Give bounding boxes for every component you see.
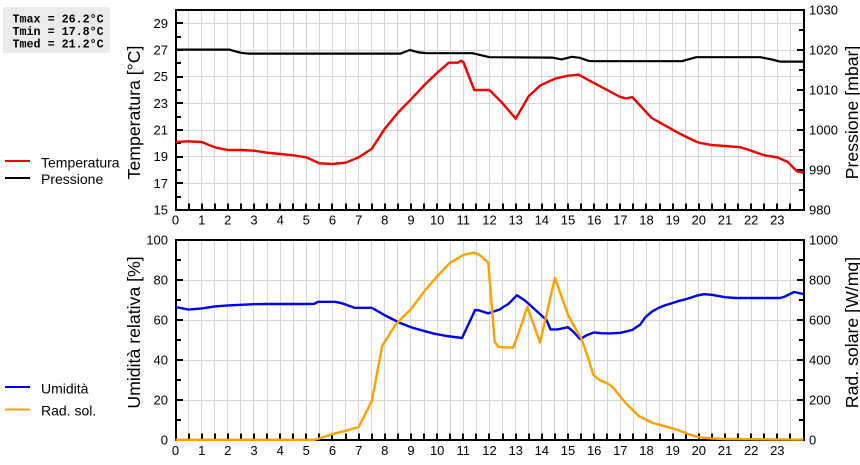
svg-text:21: 21 [718, 213, 732, 228]
svg-text:16: 16 [587, 213, 601, 228]
svg-text:16: 16 [587, 443, 601, 458]
svg-text:20: 20 [692, 213, 706, 228]
svg-text:800: 800 [809, 273, 831, 288]
svg-text:60: 60 [154, 313, 168, 328]
svg-text:12: 12 [482, 443, 496, 458]
svg-text:0: 0 [809, 433, 816, 448]
svg-text:6: 6 [329, 443, 336, 458]
svg-text:0: 0 [172, 213, 179, 228]
svg-text:17: 17 [613, 443, 627, 458]
svg-text:Tmin = 17.8°C: Tmin = 17.8°C [13, 25, 104, 39]
svg-text:980: 980 [809, 203, 831, 218]
svg-text:17: 17 [613, 213, 627, 228]
svg-text:2: 2 [224, 213, 231, 228]
svg-text:7: 7 [355, 443, 362, 458]
svg-text:23: 23 [770, 443, 784, 458]
svg-text:3: 3 [250, 443, 257, 458]
svg-text:1020: 1020 [809, 43, 838, 58]
svg-text:4: 4 [277, 213, 284, 228]
svg-text:1000: 1000 [809, 233, 838, 248]
svg-text:80: 80 [154, 273, 168, 288]
svg-text:15: 15 [154, 203, 168, 218]
svg-text:21: 21 [154, 123, 168, 138]
svg-text:600: 600 [809, 313, 831, 328]
svg-text:0: 0 [172, 443, 179, 458]
svg-text:22: 22 [744, 213, 758, 228]
svg-text:2: 2 [224, 443, 231, 458]
svg-text:21: 21 [718, 443, 732, 458]
svg-text:Umidità: Umidità [41, 381, 89, 397]
svg-text:Temperatura: Temperatura [41, 155, 120, 171]
svg-text:18: 18 [639, 443, 653, 458]
svg-text:Tmax = 26.2°C: Tmax = 26.2°C [13, 12, 104, 26]
svg-text:23: 23 [154, 96, 168, 111]
svg-text:10: 10 [430, 213, 444, 228]
svg-text:Rad. solare [W/mq]: Rad. solare [W/mq] [842, 257, 860, 408]
svg-text:40: 40 [154, 353, 168, 368]
svg-text:6: 6 [329, 213, 336, 228]
svg-text:23: 23 [770, 213, 784, 228]
svg-text:11: 11 [457, 443, 471, 458]
svg-text:1030: 1030 [809, 3, 838, 18]
svg-text:Pressione [mbar]: Pressione [mbar] [842, 46, 860, 180]
svg-text:22: 22 [744, 443, 758, 458]
svg-text:5: 5 [303, 443, 310, 458]
svg-text:18: 18 [639, 213, 653, 228]
svg-text:13: 13 [508, 443, 522, 458]
svg-text:29: 29 [154, 16, 168, 31]
svg-text:14: 14 [535, 213, 549, 228]
svg-text:990: 990 [809, 163, 831, 178]
svg-text:8: 8 [381, 443, 388, 458]
svg-text:14: 14 [535, 443, 549, 458]
svg-text:200: 200 [809, 393, 831, 408]
svg-text:12: 12 [482, 213, 496, 228]
svg-text:1000: 1000 [809, 123, 838, 138]
svg-text:Pressione: Pressione [41, 171, 103, 187]
svg-text:11: 11 [457, 213, 471, 228]
svg-text:25: 25 [154, 69, 168, 84]
svg-text:19: 19 [154, 149, 168, 164]
svg-text:7: 7 [355, 213, 362, 228]
svg-text:0: 0 [161, 433, 168, 448]
svg-text:1: 1 [198, 213, 205, 228]
svg-text:Rad. sol.: Rad. sol. [41, 403, 96, 419]
svg-text:10: 10 [430, 443, 444, 458]
svg-text:19: 19 [665, 443, 679, 458]
svg-text:17: 17 [154, 176, 168, 191]
svg-text:8: 8 [381, 213, 388, 228]
svg-text:27: 27 [154, 43, 168, 58]
svg-text:9: 9 [407, 213, 414, 228]
svg-text:400: 400 [809, 353, 831, 368]
svg-text:Temperatura [°C]: Temperatura [°C] [124, 46, 144, 180]
svg-text:3: 3 [250, 213, 257, 228]
svg-text:Tmed = 21.2°C: Tmed = 21.2°C [13, 37, 104, 51]
svg-text:15: 15 [561, 443, 575, 458]
svg-text:100: 100 [146, 233, 168, 248]
svg-text:9: 9 [407, 443, 414, 458]
svg-text:Umidità relativa [%]: Umidità relativa [%] [124, 256, 144, 408]
svg-text:4: 4 [277, 443, 284, 458]
svg-text:1010: 1010 [809, 83, 838, 98]
svg-text:5: 5 [303, 213, 310, 228]
svg-text:15: 15 [561, 213, 575, 228]
svg-text:20: 20 [154, 393, 168, 408]
svg-text:13: 13 [508, 213, 522, 228]
svg-text:19: 19 [665, 213, 679, 228]
svg-text:20: 20 [692, 443, 706, 458]
svg-text:1: 1 [198, 443, 205, 458]
